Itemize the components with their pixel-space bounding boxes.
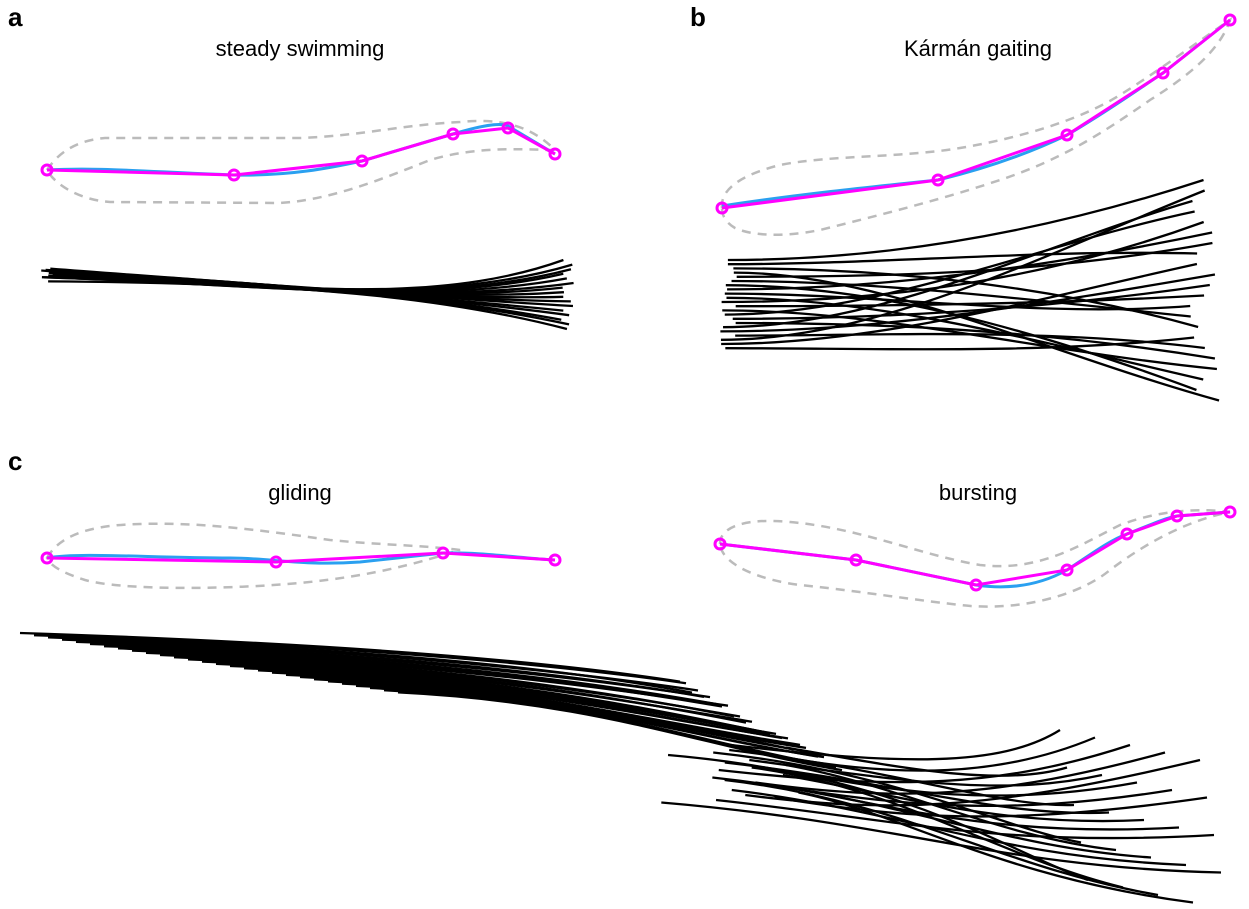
panel-title: Kármán gaiting: [904, 36, 1052, 61]
body-midline: [734, 273, 1219, 401]
midline-gliding: [42, 524, 560, 588]
panel-title: bursting: [939, 480, 1017, 505]
panel-label: b: [690, 2, 706, 32]
body-midline: [727, 233, 1212, 290]
panel-label: c: [8, 446, 22, 476]
midline-bursting: [715, 507, 1235, 607]
panel-title: gliding: [268, 480, 332, 505]
panel-label: a: [8, 2, 23, 32]
figure: a steady swimming b Kármán gaiting c gli…: [0, 0, 1249, 909]
panel-title: steady swimming: [216, 36, 385, 61]
midline-a: [42, 121, 560, 203]
midline-bundles: [20, 180, 1221, 903]
